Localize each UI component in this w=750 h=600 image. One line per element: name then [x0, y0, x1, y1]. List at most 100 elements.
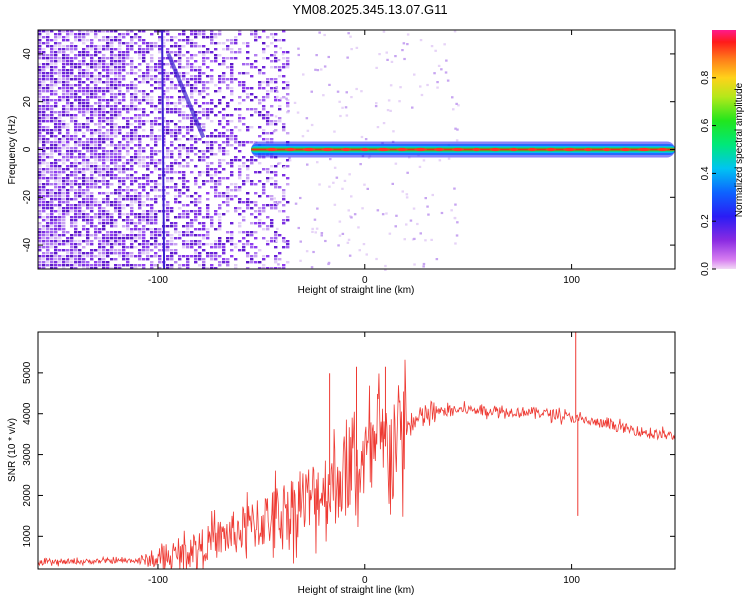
spectrogram-cell	[238, 168, 242, 171]
spectrogram-cell	[122, 240, 126, 243]
spectrogram-cell	[94, 255, 98, 258]
spectrogram-cell	[190, 231, 194, 234]
spectrogram-cell	[98, 204, 102, 207]
spectrogram-cell	[218, 87, 222, 90]
spectrogram-cell	[226, 48, 230, 51]
spectrogram-cell	[218, 171, 222, 174]
spectrogram-cell	[279, 47, 282, 50]
spectrogram-cell	[170, 132, 174, 135]
spectrogram-cell	[118, 216, 122, 219]
spectrogram-cell	[146, 222, 150, 225]
spectrogram-cell	[440, 68, 443, 71]
spectrogram-cell	[198, 228, 202, 231]
spectrogram-cell	[38, 111, 42, 114]
spectrogram-cell	[182, 234, 186, 237]
spectrogram-cell	[230, 135, 234, 138]
spectrogram-cell	[118, 102, 122, 105]
spectrogram-cell	[38, 138, 42, 141]
spectrogram-cell	[74, 207, 78, 210]
spectrogram-cell	[62, 69, 66, 72]
spectrogram-cell	[134, 246, 138, 249]
spectrogram-cell	[382, 30, 386, 33]
spectrogram-cell	[94, 228, 98, 231]
spectrogram-cell	[46, 102, 50, 105]
spectrogram-cell	[230, 231, 234, 234]
spectrogram-cell	[246, 51, 250, 54]
spectrogram-cell	[90, 153, 94, 156]
spectrogram-cell	[234, 264, 238, 267]
spectrogram-cell	[102, 198, 106, 201]
spectrogram-cell	[118, 33, 122, 36]
spectrogram-cell	[98, 117, 102, 120]
spectrogram-cell	[275, 239, 278, 242]
spectrogram-cell	[234, 195, 238, 198]
spectrogram-cell	[238, 120, 242, 123]
spectrogram-cell	[86, 96, 90, 99]
spectrogram-cell	[154, 201, 158, 204]
spectrogram-cell	[186, 81, 190, 84]
spectrogram-cell	[122, 78, 126, 81]
spectrogram-cell	[186, 156, 190, 159]
spectrogram-cell	[90, 108, 94, 111]
spectrogram-cell	[254, 183, 258, 186]
spectrogram-cell	[138, 219, 142, 222]
spectrogram-cell	[347, 209, 350, 212]
spectrogram-cell	[54, 180, 58, 183]
spectrogram-cell	[42, 261, 46, 264]
spectrogram-cell	[270, 123, 274, 126]
spectrogram-cell	[174, 189, 178, 192]
spectrogram-cell	[254, 210, 258, 213]
spectrogram-cell	[214, 48, 218, 51]
spectrogram-cell	[86, 222, 90, 225]
spectrogram-cell	[420, 93, 424, 97]
spectrogram-cell	[38, 39, 42, 42]
spectrogram-cell	[62, 210, 66, 213]
spectrogram-cell	[226, 66, 230, 69]
spectrogram-cell	[142, 39, 146, 42]
spectrogram-cell	[86, 234, 90, 237]
spectrogram-cell	[166, 33, 170, 36]
spectrogram-cell	[70, 216, 74, 219]
spectrogram-cell	[98, 231, 102, 234]
spectrogram-cell	[210, 255, 214, 258]
spectrogram-cell	[66, 204, 70, 207]
spectrogram-cell	[114, 189, 118, 192]
y-tick-label: 2000	[22, 484, 33, 507]
spectrogram-cell	[114, 234, 118, 237]
spectrogram-cell	[106, 78, 110, 81]
spectrogram-cell	[46, 234, 50, 237]
spectrogram-cell	[254, 246, 258, 249]
spectrogram-cell	[218, 195, 222, 198]
spectrogram-cell	[214, 42, 218, 45]
spectrogram-cell	[311, 227, 314, 230]
spectrogram-cell	[206, 57, 210, 60]
spectrogram-cell	[54, 216, 58, 219]
spectrogram-cell	[222, 81, 226, 84]
spectrogram-cell	[226, 123, 230, 126]
spectrogram-cell	[447, 157, 451, 160]
spectrogram-cell	[430, 238, 433, 241]
spectrogram-cell	[110, 192, 114, 195]
spectrogram-cell	[130, 141, 134, 144]
spectrogram-cell	[74, 219, 78, 222]
spectrogram-cell	[403, 57, 406, 61]
spectrogram-cell	[54, 84, 58, 87]
spectrogram-cell	[358, 249, 361, 252]
spectrogram-cell	[90, 57, 94, 60]
spectrogram-cell	[218, 261, 222, 264]
spectrogram-cell	[106, 222, 110, 225]
spectrogram-cell	[146, 213, 150, 216]
spectrogram-cell	[86, 108, 90, 111]
spectrogram-cell	[94, 90, 98, 93]
spectrogram-cell	[90, 147, 94, 150]
spectrogram-cell	[70, 33, 74, 36]
spectrogram-cell	[178, 144, 182, 147]
spectrogram-cell	[146, 102, 150, 105]
spectrogram-cell	[389, 109, 392, 112]
spectrogram-cell	[178, 132, 182, 135]
spectrogram-cell	[234, 186, 238, 189]
spectrogram-cell	[162, 78, 166, 81]
spectrogram-cell	[62, 135, 66, 138]
spectrogram-cell	[242, 84, 246, 87]
snr-series-line	[37, 359, 676, 570]
